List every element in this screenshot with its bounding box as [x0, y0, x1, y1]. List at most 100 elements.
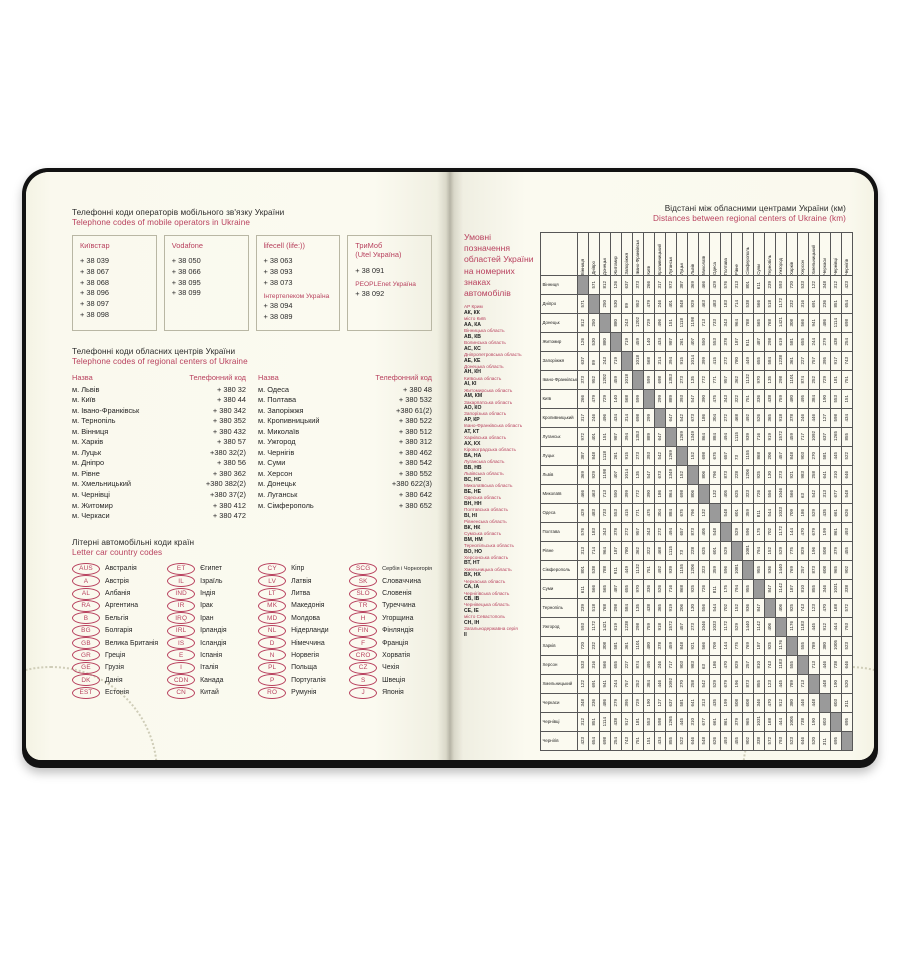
- matrix-cell: 1172: [720, 617, 733, 637]
- matrix-value: 135: [690, 376, 696, 384]
- country-code-row: MD Молдова: [258, 612, 340, 625]
- matrix-col-header-label: Сімферополь: [745, 247, 751, 275]
- matrix-value: 855: [811, 585, 817, 593]
- matrix-value: 336: [756, 395, 762, 403]
- matrix-value: 399: [624, 490, 630, 498]
- matrix-row-header: Чернівці: [539, 712, 579, 732]
- matrix-value: 373: [580, 376, 586, 384]
- matrix-value: 548: [712, 528, 718, 536]
- matrix-value: 743: [800, 604, 806, 612]
- distances-title-en: Distances between regional centers of Uk…: [653, 214, 846, 223]
- matrix-cell: 941: [808, 313, 821, 333]
- operator-box: lifecell (life:)) + 38 063 + 38 093 + 38 07…: [255, 235, 341, 331]
- matrix-cell: 925: [753, 465, 766, 485]
- matrix-cell: 140: [643, 332, 656, 352]
- legend-entry: Кіровоградська область ВА, НА: [464, 447, 536, 459]
- matrix-value: 873: [690, 528, 696, 536]
- city-code: + 380 57: [217, 437, 246, 447]
- matrix-row: Донецьк 812 250 880 243 1202 729 496 151 1118 1198…: [539, 313, 854, 333]
- city-code: + 380 462: [398, 447, 432, 457]
- matrix-value: 566: [591, 585, 597, 593]
- operator-code: + 38 094: [263, 301, 293, 311]
- matrix-value: 855: [844, 433, 850, 441]
- country-code-row: ET Єгипет: [167, 562, 249, 575]
- country-code-badge: IRL: [167, 624, 196, 637]
- matrix-cell: 444: [775, 712, 788, 732]
- matrix-cell: 970: [632, 579, 645, 599]
- matrix-value: 190: [646, 699, 652, 707]
- matrix-value: 793: [778, 737, 784, 745]
- matrix-value: 929: [591, 471, 597, 479]
- legend-plate-code: АК, КК: [464, 309, 480, 316]
- matrix-cell: 709: [709, 636, 722, 656]
- matrix-cell: 655: [610, 655, 623, 675]
- legend-plate-code: АН, КН: [464, 369, 481, 376]
- matrix-cell: 311: [819, 731, 832, 751]
- matrix-row: Харків 720 232 308 581 361 1101 480 378 459 848 921…: [539, 636, 854, 656]
- operator-code: + 38 095: [171, 277, 201, 287]
- legend-entry: Донецька область АН, КН: [464, 364, 536, 376]
- matrix-value: 1206: [745, 468, 751, 479]
- legend-entry: Луганська область ВВ, НВ: [464, 459, 536, 471]
- matrix-cell: 673: [687, 408, 700, 428]
- matrix-cell: 298: [632, 617, 645, 637]
- matrix-value: 625: [701, 547, 707, 555]
- matrix-cell: 254: [841, 332, 854, 352]
- matrix-cell: 378: [654, 636, 667, 656]
- country-codes-column: AUS Австралія A Австрія AL Албанія RA Аргентина…: [72, 562, 158, 699]
- matrix-value: 446: [657, 680, 663, 688]
- matrix-row-header-label: Херсон: [542, 661, 558, 667]
- matrix-cell: 89: [588, 351, 601, 371]
- country-name: Хорватія: [382, 651, 411, 659]
- matrix-diagonal-cell: [698, 484, 711, 504]
- matrix-value: 270: [811, 452, 817, 460]
- matrix-value: 390: [701, 395, 707, 403]
- plate-codes-legend-title: Умовні позначення областей України на но…: [464, 232, 534, 298]
- matrix-value: 608: [745, 699, 751, 707]
- matrix-cell: 771: [632, 503, 645, 523]
- matrix-value: 438: [613, 718, 619, 726]
- legend-plate-code: АО, КО: [464, 405, 482, 412]
- matrix-cell: 495: [643, 655, 656, 675]
- matrix-cell: 593: [577, 617, 590, 637]
- matrix-value: 788: [745, 319, 751, 327]
- matrix-cell: 848: [588, 446, 601, 466]
- country-name: Ірландія: [200, 627, 227, 635]
- matrix-value: 654: [591, 737, 597, 745]
- matrix-cell: 206: [764, 446, 777, 466]
- matrix-cell: 601: [709, 541, 722, 561]
- matrix-value: 917: [624, 718, 630, 726]
- matrix-cell: 733: [599, 503, 612, 523]
- matrix-col-header: Одеса: [709, 232, 722, 276]
- matrix-value: 236: [822, 300, 828, 308]
- matrix-value: 812: [580, 319, 586, 327]
- matrix-value: 359: [712, 566, 718, 574]
- matrix-cell: 518: [588, 598, 601, 618]
- matrix-cell: 983: [687, 655, 700, 675]
- matrix-value: 186: [800, 509, 806, 517]
- matrix-value: 1031: [756, 715, 762, 726]
- matrix-value: 964: [734, 319, 740, 327]
- matrix-col-header: Хмельницький: [808, 232, 821, 276]
- matrix-row: Київ 266 479 729 140 568 599 299 889 393 547 390 475…: [539, 389, 854, 409]
- matrix-cell: 654: [588, 731, 601, 751]
- matrix-cell: 445: [830, 446, 843, 466]
- matrix-cell: 1349: [687, 427, 700, 447]
- matrix-cell: 661: [830, 503, 843, 523]
- matrix-cell: 348: [819, 275, 832, 295]
- legend-region: Волинська область: [464, 339, 506, 345]
- matrix-row: Ужгород 593 1172 1421 619 1238 298 759 918 1572 45…: [539, 617, 854, 637]
- matrix-cell: 637: [621, 275, 634, 295]
- matrix-value: 625: [734, 490, 740, 498]
- matrix-value: 393: [679, 395, 685, 403]
- matrix-value: 794: [756, 547, 762, 555]
- matrix-value: 772: [701, 376, 707, 384]
- matrix-cell: 603: [830, 693, 843, 713]
- matrix-cell: 520: [808, 731, 821, 751]
- matrix-value: 903: [800, 452, 806, 460]
- matrix-cell: 538: [588, 560, 601, 580]
- matrix-value: 599: [635, 395, 641, 403]
- matrix-value: 196: [811, 547, 817, 555]
- matrix-cell: 236: [819, 294, 832, 314]
- matrix-cell: 757: [621, 674, 634, 694]
